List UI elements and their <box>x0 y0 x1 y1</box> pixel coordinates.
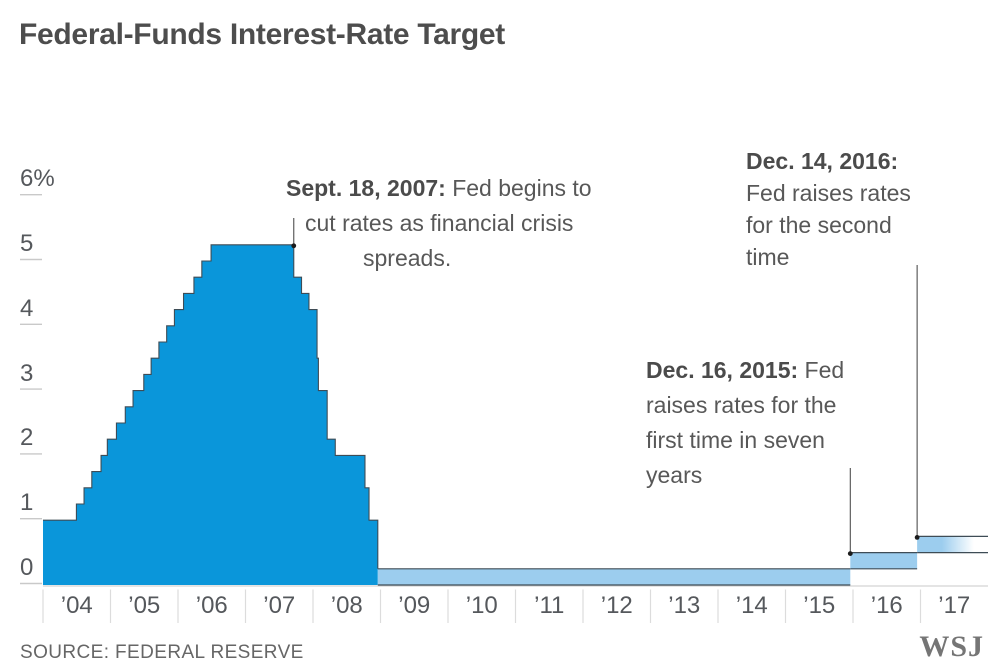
x-axis-label: ’04 <box>60 592 93 619</box>
annotation-sept-2007: Sept. 18, 2007: Fed begins to cut rates … <box>286 171 706 276</box>
x-axis-label: ’05 <box>128 592 161 619</box>
annotation-line: Sept. 18, 2007: Fed begins to <box>286 171 706 206</box>
annotation-dec-2016: Dec. 14, 2016: Fed raises rates for the … <box>746 145 966 273</box>
x-axis-label: ’16 <box>870 592 903 619</box>
chart-title: Federal-Funds Interest-Rate Target <box>19 18 506 51</box>
annotation-text: time <box>746 244 790 270</box>
y-axis-label: 0 <box>20 554 34 581</box>
target-range-band <box>917 536 988 553</box>
target-range-band <box>850 552 918 569</box>
annotation-text: spreads. <box>363 245 452 271</box>
x-axis-label: ’10 <box>465 592 498 619</box>
y-axis-label: 3 <box>20 359 34 387</box>
x-axis-label: ’12 <box>600 592 633 619</box>
y-axis-label: 1 <box>20 489 34 517</box>
annotation-text: for the second <box>746 212 892 238</box>
annotation-text: Fed raises rates <box>746 180 911 206</box>
y-axis-label: 2 <box>20 424 34 452</box>
annotation-text: raises rates for the <box>646 392 837 418</box>
annotation-date: Dec. 14, 2016: <box>746 148 899 174</box>
x-axis-label: ’11 <box>534 592 565 619</box>
rate-area-top-edge <box>43 244 379 569</box>
x-axis-label: ’17 <box>938 592 971 619</box>
y-axis-label: 6% <box>20 165 55 193</box>
x-axis-label: ’06 <box>195 592 228 619</box>
x-axis-label: ’13 <box>668 592 701 619</box>
annotation-text: cut rates as financial crisis <box>305 210 574 236</box>
x-axis-label: ’14 <box>735 592 768 619</box>
annotation-text: years <box>646 462 703 488</box>
annotation-line: Dec. 14, 2016: <box>746 145 966 177</box>
annotation-text: Fed <box>798 357 845 383</box>
annotation-date: Dec. 16, 2015: <box>646 357 799 383</box>
x-axis-label: ’09 <box>398 592 431 619</box>
x-axis-label: ’07 <box>263 592 296 619</box>
annotation-marker-dot <box>847 551 853 556</box>
rate-area-series <box>43 244 378 586</box>
y-axis-label: 4 <box>20 294 34 322</box>
annotation-dec-2015: Dec. 16, 2015: Fed raises rates for the … <box>646 353 906 493</box>
annotation-text: Fed begins to <box>445 175 592 201</box>
target-range-band <box>377 568 851 585</box>
annotation-marker-dot <box>914 535 920 540</box>
annotation-marker-dot <box>291 243 297 249</box>
source-credit: SOURCE: FEDERAL RESERVE <box>20 642 304 663</box>
annotation-date: Sept. 18, 2007: <box>286 175 446 201</box>
wsj-logo: WSJ <box>919 630 984 663</box>
annotation-line: Dec. 16, 2015: Fed <box>646 353 906 388</box>
x-axis-label: ’15 <box>803 592 836 619</box>
annotation-text: first time in seven <box>646 427 825 453</box>
y-axis-label: 5 <box>20 230 34 257</box>
x-axis-label: ’08 <box>330 592 363 619</box>
